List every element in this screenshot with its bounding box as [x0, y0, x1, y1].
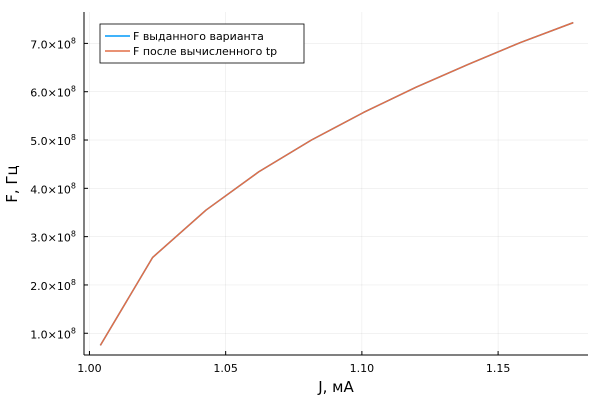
y-tick-label: 4.0×108: [30, 181, 76, 196]
x-axis-title: J, мА: [317, 378, 354, 396]
x-tick-label: 1.05: [213, 362, 238, 375]
x-tick-label: 1.00: [77, 362, 102, 375]
y-tick-label: 5.0×108: [30, 133, 76, 148]
legend-label-series-2: F после вычисленного tp: [133, 45, 277, 58]
grid: [84, 12, 588, 355]
y-tick-label: 3.0×108: [30, 230, 76, 245]
y-tick-label: 7.0×108: [30, 36, 76, 51]
legend-box: [99, 23, 305, 64]
y-ticks: 1.0×108 2.0×108 3.0×108 4.0×108 5.0×108 6.0×1…: [30, 36, 88, 341]
x-tick-label: 1.15: [486, 362, 511, 375]
series: [99, 21, 574, 346]
series-line-1: [99, 21, 574, 346]
y-tick-label: 1.0×108: [30, 326, 76, 341]
x-ticks: 1.00 1.05 1.10 1.15: [77, 351, 510, 375]
legend: F выданного варианта F после вычисленног…: [99, 23, 305, 64]
y-tick-label: 2.0×108: [30, 278, 76, 293]
legend-label-series-1: F выданного варианта: [133, 30, 264, 43]
series-line-2: [99, 21, 574, 346]
y-tick-label: 6.0×108: [30, 85, 76, 100]
x-tick-label: 1.10: [350, 362, 375, 375]
axes: [83, 12, 588, 356]
y-axis-title: F, Гц: [3, 165, 21, 203]
